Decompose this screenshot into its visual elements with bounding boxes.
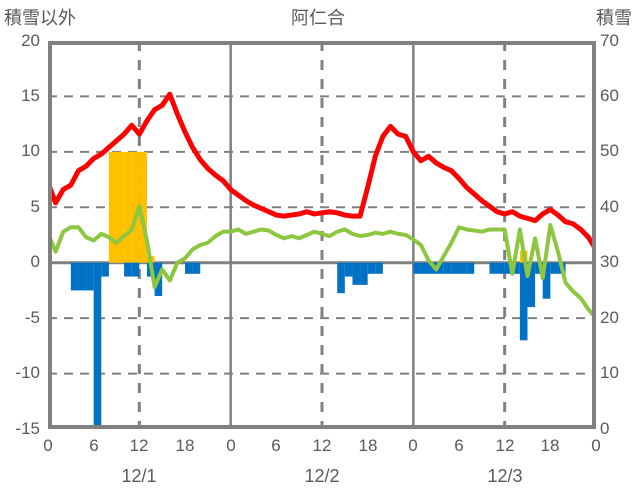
right-axis-tick-20: 20 bbox=[600, 308, 619, 327]
right-axis-unit-label: 積雪 bbox=[596, 8, 632, 28]
day-label-1: 12/1 bbox=[121, 466, 157, 486]
left-axis-tick-15: 15 bbox=[21, 86, 40, 105]
x-axis-tick-1: 6 bbox=[89, 436, 99, 455]
x-axis-tick-7: 18 bbox=[358, 436, 378, 455]
x-axis-tick-8: 0 bbox=[408, 436, 418, 455]
x-axis-tick-3: 18 bbox=[175, 436, 195, 455]
right-axis-tick-60: 60 bbox=[600, 86, 619, 105]
left-axis-tick-0: 0 bbox=[30, 252, 40, 271]
x-axis-tick-0: 0 bbox=[43, 436, 53, 455]
x-axis-tick-5: 6 bbox=[271, 436, 281, 455]
x-axis-tick-4: 0 bbox=[226, 436, 236, 455]
chart-canvas bbox=[48, 41, 596, 429]
left-axis-tick-m5: -5 bbox=[24, 308, 40, 327]
day-label-2: 12/2 bbox=[304, 466, 340, 486]
left-axis-unit-label: 積雪以外 bbox=[4, 8, 76, 28]
left-axis-tick-10: 10 bbox=[21, 141, 40, 160]
x-axis-tick-6: 12 bbox=[312, 436, 332, 455]
right-axis-tick-40: 40 bbox=[600, 197, 619, 216]
left-axis-tick-m15: -15 bbox=[15, 419, 40, 438]
left-axis-tick-5: 5 bbox=[30, 197, 40, 216]
chart-title: 阿仁合 bbox=[291, 8, 345, 28]
x-axis-tick-11: 18 bbox=[540, 436, 560, 455]
x-axis-tick-9: 6 bbox=[454, 436, 464, 455]
x-axis-tick-12: 0 bbox=[591, 436, 601, 455]
left-axis-tick-20: 20 bbox=[21, 31, 40, 50]
x-axis-tick-2: 12 bbox=[129, 436, 149, 455]
right-axis-tick-50: 50 bbox=[600, 141, 619, 160]
x-axis-tick-10: 12 bbox=[495, 436, 515, 455]
right-axis-tick-30: 30 bbox=[600, 252, 619, 271]
right-axis-tick-10: 10 bbox=[600, 363, 619, 382]
day-label-3: 12/3 bbox=[487, 466, 523, 486]
right-axis-tick-70: 70 bbox=[600, 31, 619, 50]
left-axis-tick-m10: -10 bbox=[15, 363, 40, 382]
plot-area bbox=[48, 41, 596, 429]
right-axis-tick-0: 0 bbox=[600, 419, 610, 438]
